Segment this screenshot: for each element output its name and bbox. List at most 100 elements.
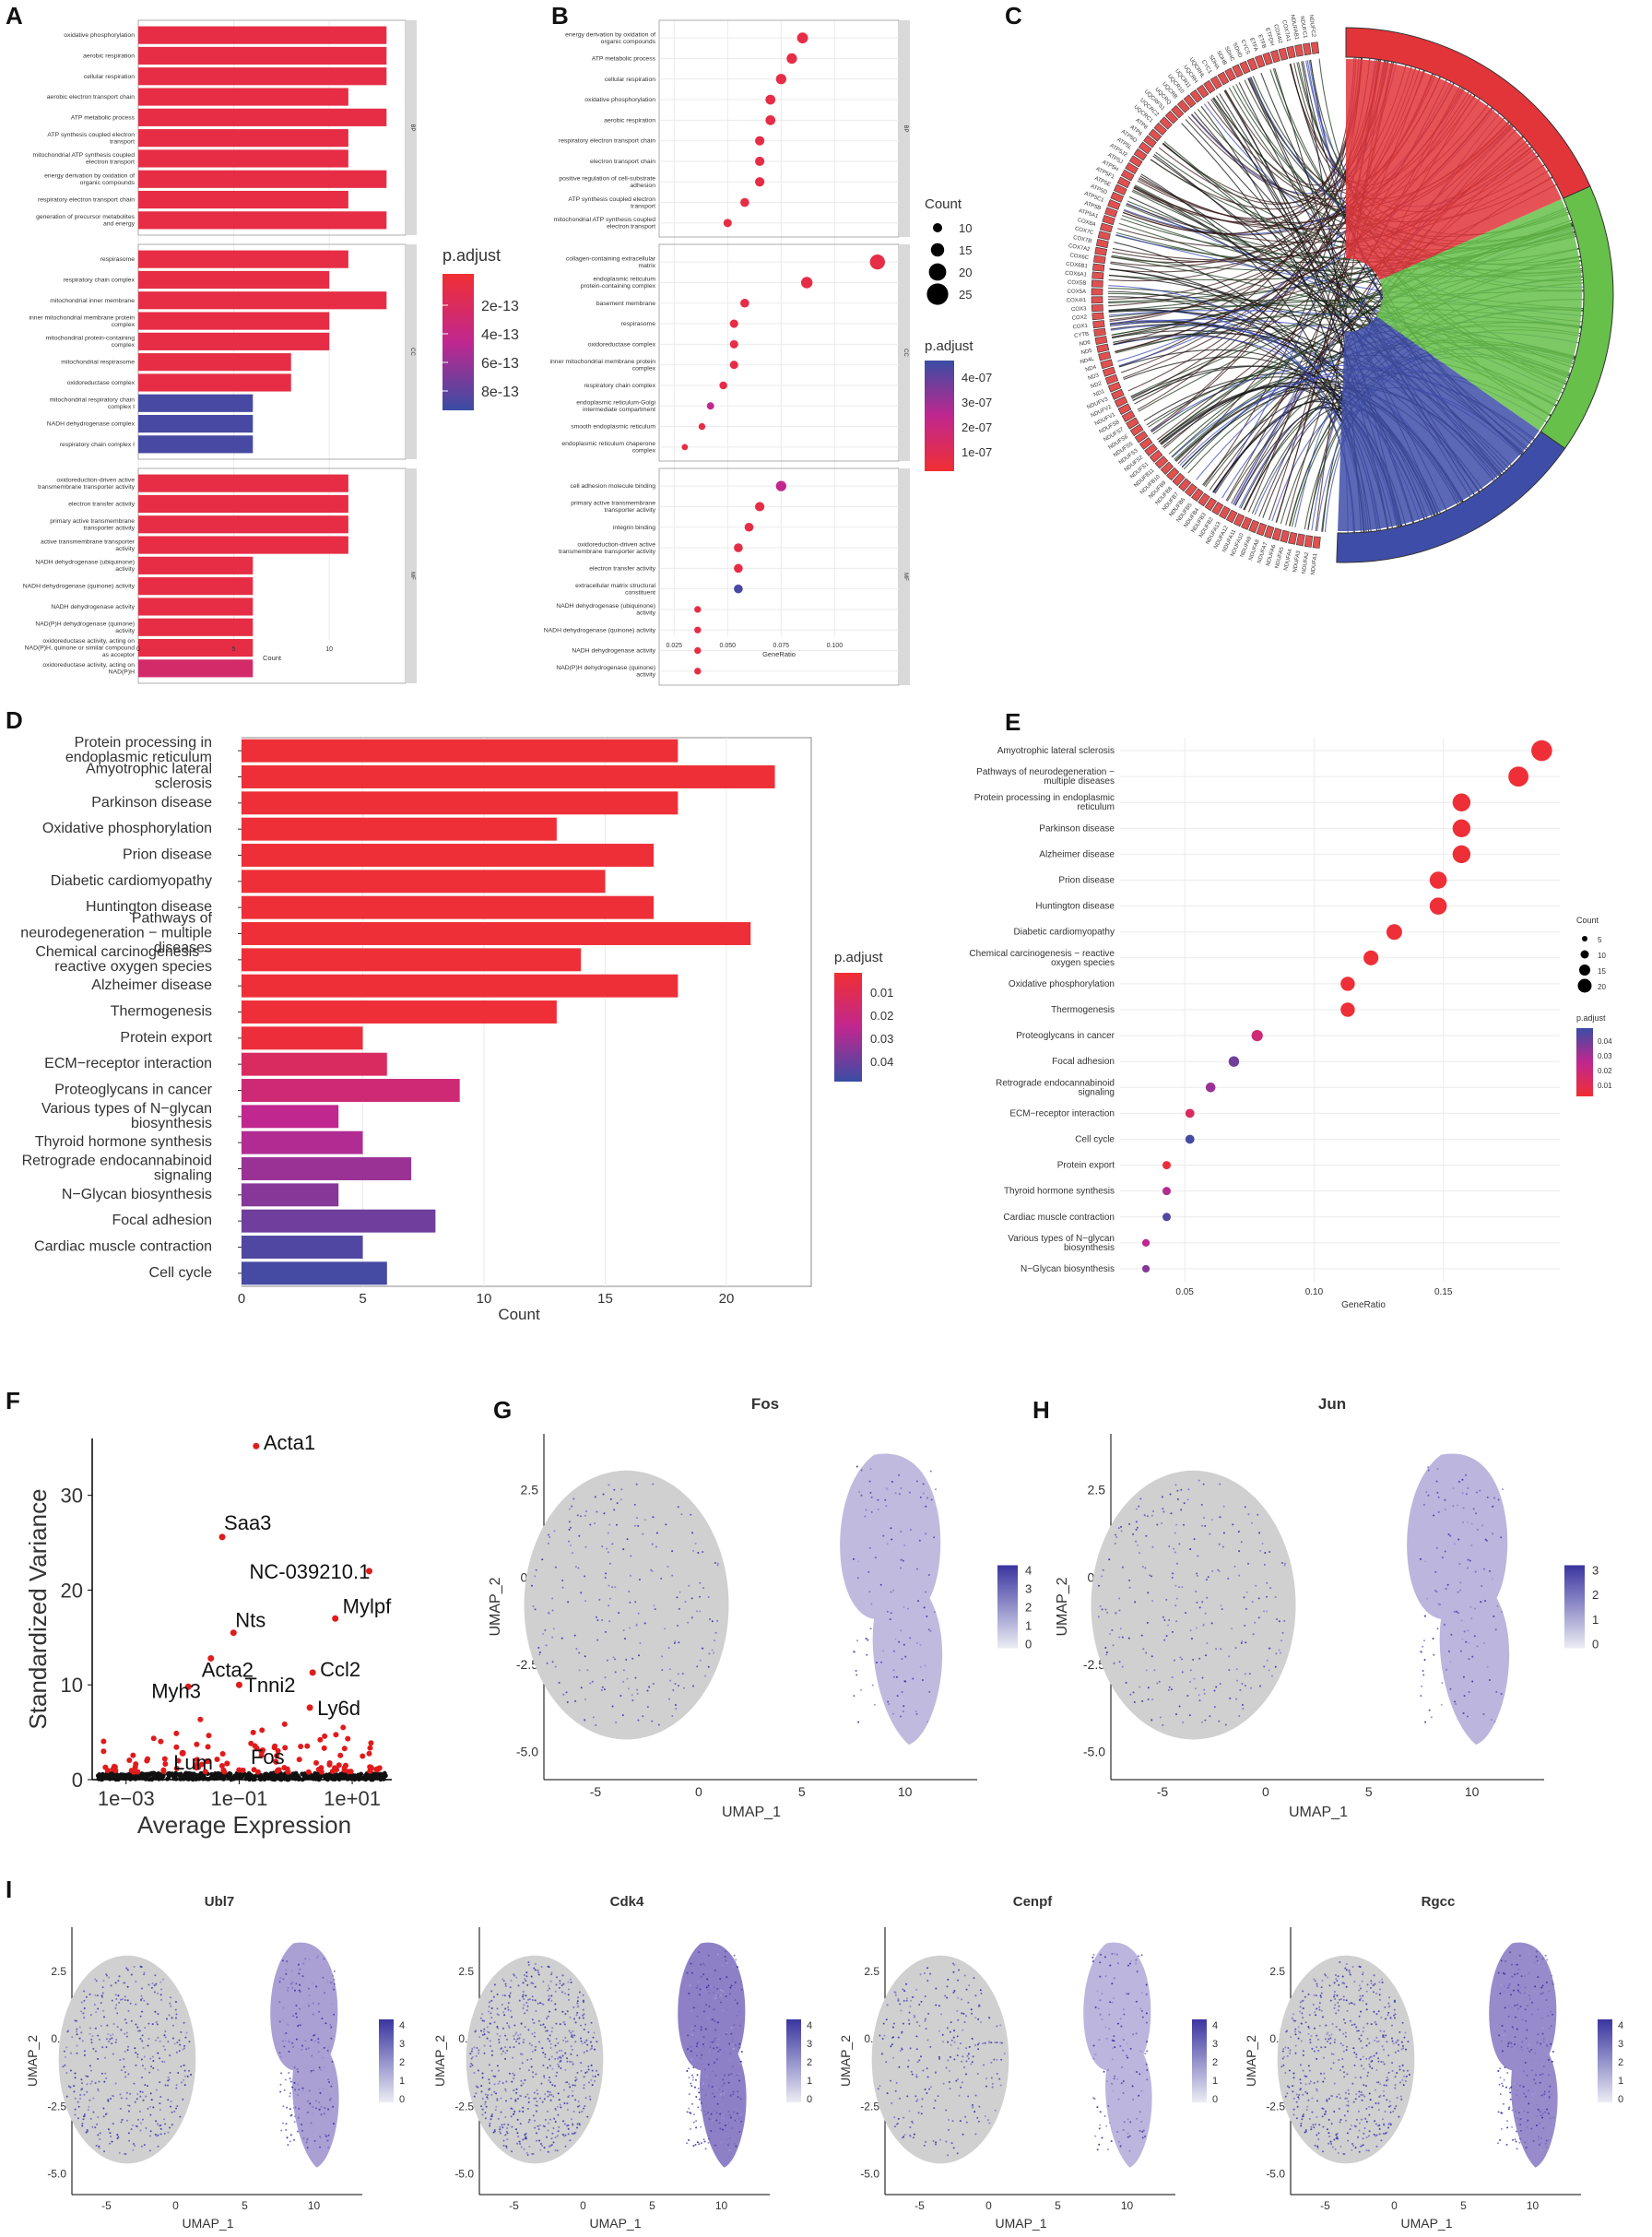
expression-dot <box>1335 2134 1338 2136</box>
expression-dot <box>947 2059 950 2062</box>
label-line: Huntington disease <box>1035 901 1115 911</box>
tick-label: 5 <box>1365 1784 1373 1799</box>
expression-dot <box>549 2091 551 2094</box>
expression-dot <box>496 2065 499 2067</box>
expression-dot <box>115 2039 118 2042</box>
expression-dot <box>728 1993 731 1995</box>
expression-dot <box>1132 1691 1135 1694</box>
expression-dot <box>699 1595 702 1598</box>
expression-dot <box>114 1982 117 1984</box>
expression-dot <box>1320 2009 1323 2012</box>
expression-dot <box>1317 2049 1320 2052</box>
expression-dot <box>576 2011 579 2014</box>
expression-dot <box>494 2109 497 2112</box>
expression-dot <box>1328 2118 1330 2121</box>
tick-label: 0 <box>72 1769 83 1792</box>
expression-dot <box>1398 2030 1401 2033</box>
expression-dot <box>513 2089 515 2091</box>
expression-dot <box>291 2045 294 2048</box>
expression-dot <box>737 2142 739 2145</box>
label-line: transport <box>631 203 655 209</box>
expression-dot <box>519 2143 522 2146</box>
expression-dot <box>481 2033 484 2036</box>
legend-label: 25 <box>959 288 972 302</box>
expression-dot <box>694 1543 697 1545</box>
expression-dot <box>953 2030 956 2032</box>
dot <box>1251 1029 1263 1042</box>
expression-dot <box>1353 2125 1356 2127</box>
variable-gene-point <box>281 1765 288 1771</box>
expression-dot <box>278 2020 281 2023</box>
label-line: oxidoreductase activity, acting on <box>42 662 135 669</box>
expression-dot <box>1304 2075 1306 2077</box>
expression-dot <box>547 2090 549 2093</box>
expression-dot <box>587 2081 590 2084</box>
cluster-right <box>1489 1942 1558 2168</box>
expression-dot <box>576 2000 579 2003</box>
expression-dot <box>301 2048 303 2051</box>
expression-dot <box>580 2024 583 2027</box>
expression-dot <box>727 2122 730 2125</box>
expression-dot <box>582 1999 584 2002</box>
expression-dot <box>1182 1721 1185 1723</box>
gene-label: NDUFC2 <box>1307 15 1316 39</box>
expression-dot <box>568 1528 571 1531</box>
point-label: Ly6d <box>317 1697 360 1720</box>
expression-dot <box>289 2092 291 2095</box>
expression-dot <box>926 1967 928 1970</box>
expression-dot <box>499 2128 502 2131</box>
expression-dot <box>531 1999 534 2002</box>
expression-dot <box>483 2103 486 2106</box>
tick-label: -5 <box>914 2199 925 2212</box>
expression-dot <box>868 1591 871 1593</box>
expression-dot <box>102 2016 105 2018</box>
expression-dot <box>88 2027 91 2030</box>
expression-dot <box>729 2116 732 2119</box>
expression-dot <box>490 2093 493 2096</box>
expression-dot <box>140 1998 143 2001</box>
dot <box>734 543 743 552</box>
expression-dot <box>1285 2030 1288 2033</box>
expression-dot <box>546 2030 549 2032</box>
expression-dot <box>926 1615 928 1617</box>
expression-dot <box>326 2049 329 2052</box>
gene-tile <box>1102 366 1116 377</box>
expression-dot <box>317 2051 320 2054</box>
labeled-point <box>235 1681 242 1688</box>
expression-dot <box>323 2113 325 2115</box>
expression-dot <box>965 2060 968 2063</box>
expression-dot <box>1266 1595 1268 1598</box>
expression-dot <box>1121 2066 1124 2069</box>
expression-dot <box>697 2041 700 2043</box>
expression-dot <box>710 2050 713 2053</box>
expression-dot <box>974 1994 977 1997</box>
expression-dot <box>112 2033 114 2036</box>
expression-dot <box>985 2077 988 2080</box>
bar <box>138 494 348 514</box>
expression-dot <box>1404 2031 1407 2034</box>
legend-label: 1 <box>399 2076 405 2087</box>
expression-dot <box>183 2084 186 2087</box>
expression-dot <box>1171 1630 1174 1633</box>
expression-dot <box>1092 2044 1095 2047</box>
expression-dot <box>1238 1714 1241 1717</box>
legend-title: p.adjust <box>925 338 974 354</box>
expression-dot <box>1129 1693 1132 1696</box>
expression-dot <box>1108 2028 1111 2030</box>
expression-dot <box>1384 2018 1386 2020</box>
expression-dot <box>935 2141 938 2144</box>
expression-dot <box>1370 2023 1373 2026</box>
point-label: Fos <box>251 1746 285 1769</box>
expression-dot <box>1459 1650 1462 1652</box>
colorbar <box>1576 1028 1593 1096</box>
expression-dot <box>962 2012 965 2015</box>
variable-gene-point <box>251 1767 257 1773</box>
expression-dot <box>471 2064 474 2066</box>
category-label: respiratory electron transport chain <box>38 196 135 203</box>
variable-gene-point <box>250 1729 256 1735</box>
expression-dot <box>682 1687 685 1689</box>
expression-dot <box>994 2109 997 2112</box>
expression-dot <box>705 2076 708 2078</box>
expression-dot <box>475 2085 478 2088</box>
expression-dot <box>557 2092 560 2095</box>
